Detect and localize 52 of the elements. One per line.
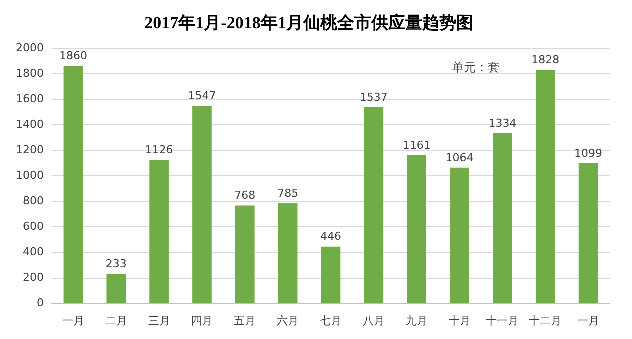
- x-tick-label: 十一月: [486, 314, 520, 328]
- x-tick-label: 十二月: [529, 314, 562, 328]
- bar: [321, 246, 341, 304]
- bar: [536, 70, 556, 304]
- y-tick-label: 600: [22, 220, 44, 234]
- bar: [278, 204, 298, 304]
- x-tick-label: 四月: [191, 314, 214, 328]
- y-tick-label: 800: [22, 194, 44, 208]
- bar: [364, 108, 384, 304]
- x-tick-label: 一月: [578, 314, 600, 328]
- data-label: 233: [106, 257, 127, 270]
- data-label: 1547: [188, 90, 216, 103]
- data-label: 1161: [402, 138, 431, 152]
- y-tick-label: 1400: [16, 118, 44, 131]
- data-label: 785: [278, 186, 299, 200]
- y-tick-label: 200: [22, 271, 44, 284]
- bar: [493, 133, 512, 304]
- x-tick-label: 九月: [406, 314, 428, 328]
- data-label: 1828: [532, 54, 560, 67]
- y-tick-label: 1200: [16, 143, 44, 156]
- x-tick-label: 六月: [277, 314, 300, 328]
- y-tick-label: 1800: [16, 66, 44, 80]
- x-tick-label: 三月: [148, 314, 170, 328]
- data-label: 1860: [59, 50, 88, 63]
- y-tick-label: 1600: [16, 92, 44, 106]
- bar: [106, 274, 126, 304]
- x-tick-label: 五月: [234, 314, 256, 328]
- bar: [450, 168, 470, 304]
- y-tick-label: 1000: [16, 168, 44, 182]
- x-tick-label: 二月: [105, 314, 128, 328]
- bar: [578, 163, 598, 304]
- x-tick-label: 八月: [362, 314, 385, 328]
- x-tick-label: 七月: [320, 314, 342, 328]
- data-label: 1099: [574, 146, 603, 160]
- data-label: 1126: [145, 143, 174, 156]
- bar: [192, 106, 212, 304]
- data-label: 1537: [360, 90, 388, 104]
- data-label: 446: [320, 230, 342, 244]
- y-tick-label: 400: [22, 246, 44, 259]
- x-tick-label: 十月: [448, 314, 471, 328]
- bar: [235, 206, 255, 304]
- bar: [407, 156, 426, 304]
- bar: [64, 66, 84, 304]
- data-label: 1064: [446, 151, 474, 164]
- chart-title: 2017年1月-2018年1月仙桃全市供应量趋势图: [144, 14, 474, 33]
- annotation: 单元：套: [452, 60, 500, 75]
- x-tick-label: 一月: [62, 314, 84, 328]
- data-label: 1334: [488, 116, 517, 130]
- bar: [150, 160, 169, 304]
- y-tick-label: 2000: [16, 41, 44, 54]
- data-label: 768: [234, 189, 256, 202]
- y-tick-label: 0: [36, 296, 44, 310]
